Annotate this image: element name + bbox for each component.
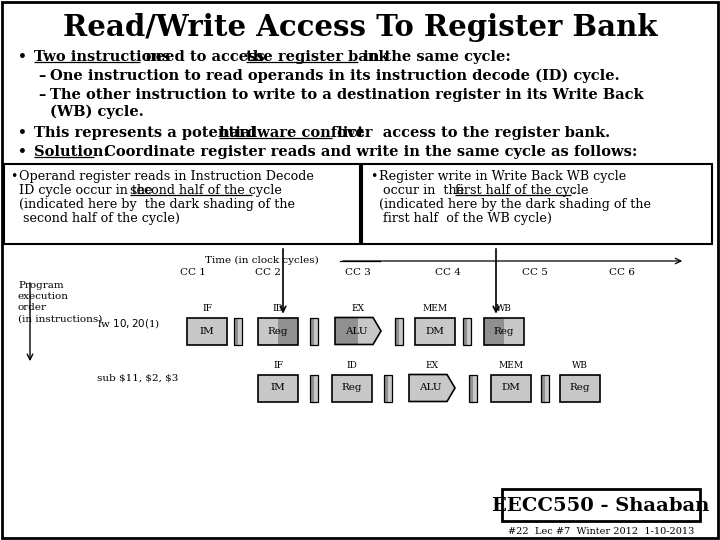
Text: the register bank: the register bank	[246, 50, 388, 64]
Text: second half of the cycle): second half of the cycle)	[19, 212, 180, 225]
Text: •: •	[370, 170, 377, 183]
Text: Two instructions: Two instructions	[34, 50, 170, 64]
Text: Solution:: Solution:	[34, 145, 109, 159]
Text: ALU: ALU	[419, 383, 441, 393]
Text: .: .	[571, 184, 575, 197]
Text: (WB) cycle.: (WB) cycle.	[50, 105, 144, 119]
Text: MEM: MEM	[498, 361, 523, 370]
Text: ID: ID	[346, 361, 357, 370]
Text: occur in  the: occur in the	[379, 184, 468, 197]
Text: EX: EX	[351, 304, 364, 313]
Text: CC 2: CC 2	[255, 268, 281, 277]
FancyBboxPatch shape	[502, 489, 700, 521]
FancyBboxPatch shape	[560, 375, 580, 402]
Text: DM: DM	[502, 383, 521, 393]
Text: CC 4: CC 4	[435, 268, 461, 277]
FancyBboxPatch shape	[362, 164, 712, 244]
Text: first half of the cycle: first half of the cycle	[455, 184, 588, 197]
Text: CC 6: CC 6	[609, 268, 635, 277]
Text: Register write in Write Back WB cycle: Register write in Write Back WB cycle	[379, 170, 626, 183]
FancyBboxPatch shape	[332, 375, 352, 402]
Text: This represents a potential: This represents a potential	[34, 126, 261, 140]
FancyBboxPatch shape	[435, 318, 455, 345]
Text: The other instruction to write to a destination register in its Write Back: The other instruction to write to a dest…	[50, 88, 644, 102]
Text: hardware conflict: hardware conflict	[219, 126, 364, 140]
Text: #22  Lec #7  Winter 2012  1-10-2013: #22 Lec #7 Winter 2012 1-10-2013	[508, 527, 694, 536]
Text: ID cycle occur in the: ID cycle occur in the	[19, 184, 157, 197]
FancyBboxPatch shape	[314, 375, 318, 402]
Text: sub $11, $2, $3: sub $11, $2, $3	[97, 374, 179, 383]
Text: Reg: Reg	[342, 383, 362, 393]
Text: One instruction to read operands in its instruction decode (ID) cycle.: One instruction to read operands in its …	[50, 69, 620, 83]
Text: IM: IM	[271, 383, 285, 393]
Text: IM: IM	[199, 327, 215, 335]
FancyBboxPatch shape	[504, 318, 524, 345]
Text: Time (in clock cycles): Time (in clock cycles)	[205, 256, 319, 265]
FancyBboxPatch shape	[541, 375, 545, 402]
Text: CC 5: CC 5	[522, 268, 548, 277]
FancyBboxPatch shape	[234, 318, 238, 345]
FancyBboxPatch shape	[352, 375, 372, 402]
Text: IF: IF	[202, 304, 212, 313]
Text: MEM: MEM	[423, 304, 448, 313]
Text: in the same cycle:: in the same cycle:	[358, 50, 511, 64]
Text: (indicated here by  the dark shading of the: (indicated here by the dark shading of t…	[19, 198, 295, 211]
Text: Program
execution
order
(in instructions): Program execution order (in instructions…	[18, 281, 102, 323]
FancyBboxPatch shape	[388, 375, 392, 402]
FancyBboxPatch shape	[4, 164, 360, 244]
Text: Read/Write Access To Register Bank: Read/Write Access To Register Bank	[63, 12, 657, 42]
FancyBboxPatch shape	[580, 375, 600, 402]
Text: Reg: Reg	[268, 327, 288, 335]
Text: Coordinate register reads and write in the same cycle as follows:: Coordinate register reads and write in t…	[94, 145, 637, 159]
FancyBboxPatch shape	[469, 375, 473, 402]
Text: DM: DM	[426, 327, 444, 335]
Text: WB: WB	[496, 304, 512, 313]
Text: (indicated here by the dark shading of the: (indicated here by the dark shading of t…	[379, 198, 651, 211]
Text: second half of the cycle: second half of the cycle	[130, 184, 282, 197]
FancyBboxPatch shape	[314, 318, 318, 345]
Text: EX: EX	[426, 361, 438, 370]
Text: CC 1: CC 1	[180, 268, 206, 277]
Text: Reg: Reg	[570, 383, 590, 393]
Text: •: •	[10, 170, 17, 183]
FancyBboxPatch shape	[463, 318, 467, 345]
FancyBboxPatch shape	[187, 318, 207, 345]
FancyBboxPatch shape	[484, 318, 504, 345]
Polygon shape	[335, 318, 358, 345]
FancyBboxPatch shape	[384, 375, 388, 402]
FancyBboxPatch shape	[467, 318, 471, 345]
FancyBboxPatch shape	[511, 375, 531, 402]
FancyBboxPatch shape	[258, 318, 278, 345]
Text: over  access to the register bank.: over access to the register bank.	[332, 126, 610, 140]
FancyBboxPatch shape	[491, 375, 511, 402]
FancyBboxPatch shape	[399, 318, 403, 345]
FancyBboxPatch shape	[310, 318, 314, 345]
FancyBboxPatch shape	[545, 375, 549, 402]
Text: •: •	[18, 126, 27, 140]
Text: ID: ID	[273, 304, 284, 313]
Text: •: •	[18, 50, 27, 64]
FancyBboxPatch shape	[258, 375, 278, 402]
Text: WB: WB	[572, 361, 588, 370]
FancyBboxPatch shape	[207, 318, 227, 345]
Text: •: •	[18, 145, 27, 159]
Text: –: –	[38, 88, 45, 102]
FancyBboxPatch shape	[310, 375, 314, 402]
Text: Reg: Reg	[494, 327, 514, 335]
Text: Operand register reads in Instruction Decode: Operand register reads in Instruction De…	[19, 170, 314, 183]
FancyBboxPatch shape	[278, 318, 298, 345]
Text: first half  of the WB cycle): first half of the WB cycle)	[379, 212, 552, 225]
Polygon shape	[358, 318, 381, 345]
FancyBboxPatch shape	[473, 375, 477, 402]
FancyBboxPatch shape	[395, 318, 399, 345]
FancyBboxPatch shape	[238, 318, 242, 345]
Text: CC 3: CC 3	[345, 268, 371, 277]
Text: –: –	[38, 69, 45, 83]
FancyBboxPatch shape	[278, 375, 298, 402]
Text: ALU: ALU	[345, 327, 367, 335]
Polygon shape	[409, 375, 455, 402]
Text: IF: IF	[273, 361, 283, 370]
Text: lw $10, 20($1): lw $10, 20($1)	[97, 317, 161, 330]
Text: need to access: need to access	[140, 50, 269, 64]
